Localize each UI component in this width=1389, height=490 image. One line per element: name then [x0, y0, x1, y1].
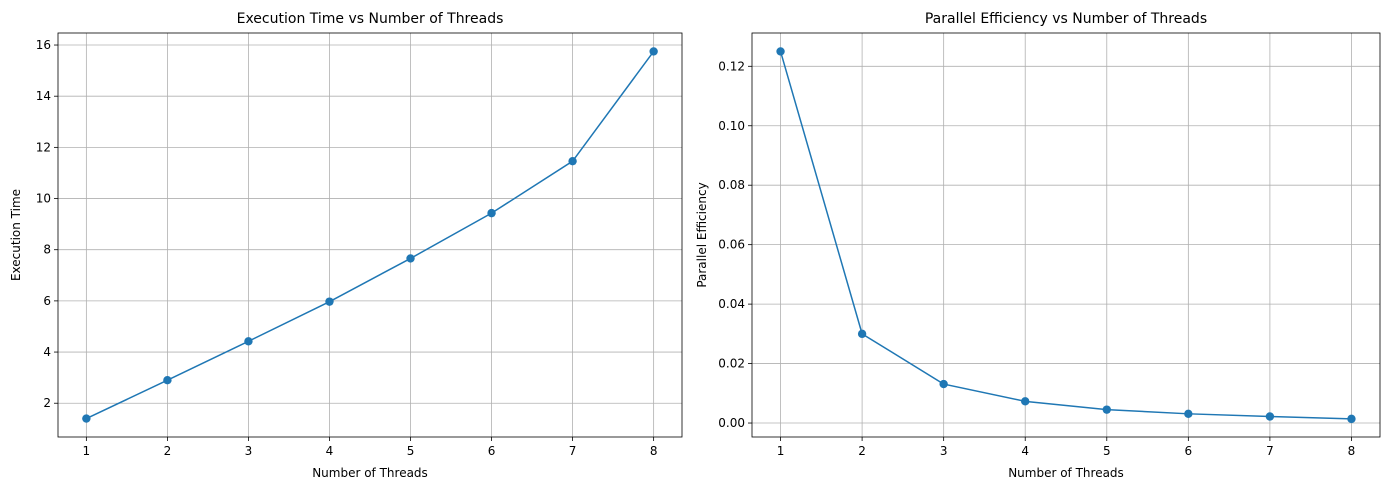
y-axis-label: Execution Time	[9, 189, 23, 281]
data-point	[857, 329, 867, 339]
data-point	[163, 375, 172, 385]
data-point	[1184, 409, 1193, 419]
x-tick-label: 8	[1348, 444, 1356, 458]
chart-parallel-efficiency: 1 2 3 4 5 6 7 8 0.00 0.02 0.04 0.06 0.08 0.10 0.12 Para…	[695, 11, 1381, 480]
x-axis-label: Number of Threads	[1008, 466, 1124, 480]
y-tick-label: 0.10	[718, 119, 745, 133]
y-axis-label: Parallel Efficiency	[695, 182, 709, 287]
y-tick-label: 0.04	[718, 297, 745, 311]
x-tick-label: 2	[164, 444, 172, 458]
x-tick-label: 1	[777, 444, 785, 458]
x-tick-label: 2	[858, 444, 866, 458]
y-tick-label: 8	[43, 243, 51, 257]
data-point	[1265, 412, 1275, 421]
y-tick-label: 4	[43, 345, 51, 359]
y-tick-label: 2	[43, 396, 51, 410]
x-tick-label: 1	[83, 444, 91, 458]
y-tick-label: 0.12	[718, 59, 745, 73]
x-tick-label: 5	[407, 444, 415, 458]
x-tick-label: 8	[650, 444, 658, 458]
y-tick-label: 16	[36, 38, 51, 52]
grid	[58, 33, 682, 437]
data-point	[939, 379, 948, 389]
y-tick-label: 6	[43, 294, 51, 308]
plot-frame	[57, 32, 683, 438]
x-tick-label: 6	[488, 444, 496, 458]
grid	[752, 33, 1380, 437]
x-tick-label: 7	[569, 444, 577, 458]
data-point	[487, 208, 496, 218]
data-point	[1021, 397, 1030, 406]
chart-title: Parallel Efficiency vs Number of Threads	[925, 11, 1207, 27]
y-tick-label: 0.00	[718, 416, 745, 430]
data-point	[406, 254, 415, 263]
x-tick-label: 7	[1266, 444, 1274, 458]
series-line	[779, 51, 1352, 420]
y-tick-label: 0.06	[718, 238, 745, 252]
data-point	[244, 337, 253, 346]
x-tick-label: 4	[326, 444, 334, 458]
y-tick-label: 14	[36, 89, 51, 103]
y-tick-label: 10	[36, 192, 51, 206]
x-tick-label: 5	[1103, 444, 1111, 458]
data-point	[82, 414, 91, 423]
data-point	[568, 156, 577, 166]
x-tick-label: 3	[245, 444, 253, 458]
x-axis-label: Number of Threads	[312, 466, 428, 480]
plot-frame	[751, 32, 1381, 438]
y-tick-label: 12	[36, 140, 51, 154]
data-point	[1347, 414, 1356, 424]
data-point	[1102, 405, 1111, 414]
x-tick-label: 6	[1185, 444, 1193, 458]
data-point	[325, 297, 334, 306]
y-tick-label: 0.02	[718, 357, 745, 371]
data-point	[776, 47, 785, 56]
x-tick-label: 4	[1021, 444, 1029, 458]
y-tick-label: 0.08	[718, 178, 745, 192]
data-point	[649, 47, 658, 56]
chart-title: Execution Time vs Number of Threads	[237, 11, 504, 27]
series-line	[86, 50, 655, 420]
x-tick-label: 3	[940, 444, 948, 458]
